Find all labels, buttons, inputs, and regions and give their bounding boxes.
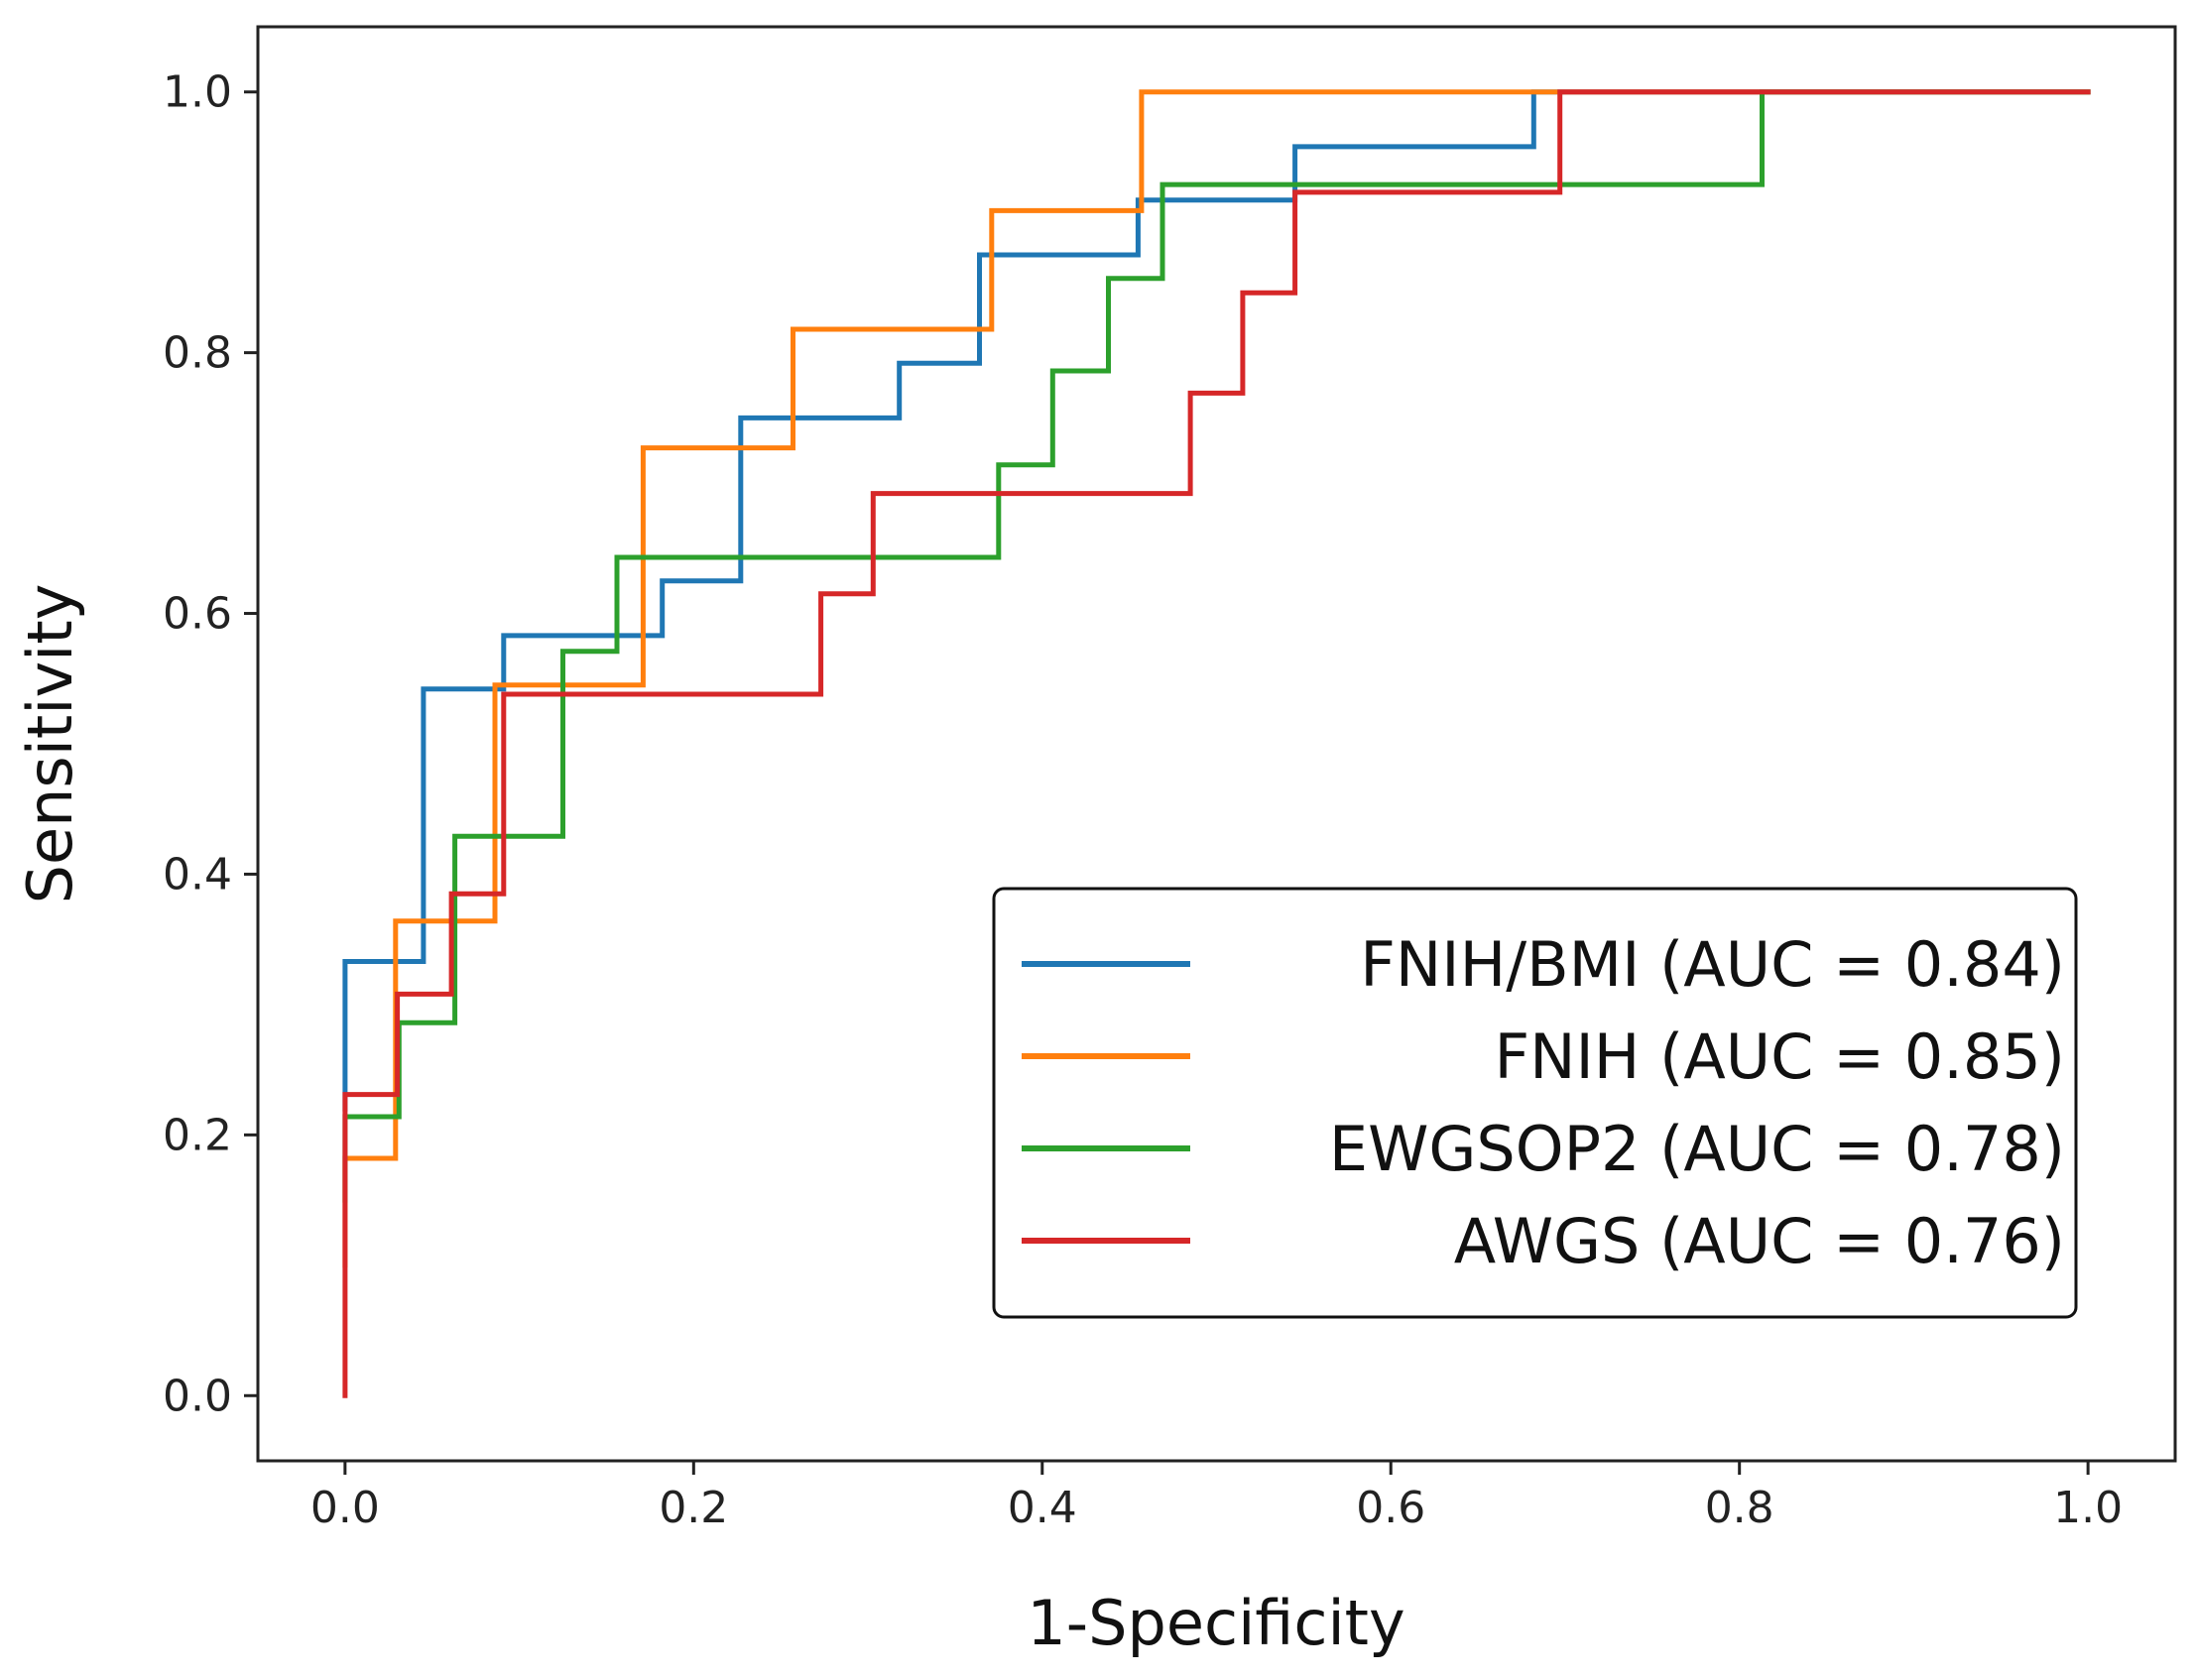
legend-label-3: AWGS (AUC = 0.76) — [1454, 1205, 2065, 1277]
series-line-2 — [342, 89, 2091, 1203]
x-tick-label: 0.2 — [659, 1483, 728, 1533]
y-tick-label: 0.2 — [163, 1110, 232, 1160]
legend-label-0: FNIH/BMI (AUC = 0.84) — [1360, 928, 2065, 1001]
plot-frame — [256, 25, 2177, 1463]
legend-label-1: FNIH (AUC = 0.85) — [1494, 1020, 2065, 1093]
y-tick-label: 0.0 — [163, 1371, 232, 1421]
series-line-3 — [342, 89, 2091, 1398]
y-axis-ticks: 0.0 0.2 0.4 0.6 0.8 1.0 — [163, 67, 258, 1421]
legend-entries: FNIH/BMI (AUC = 0.84) FNIH (AUC = 0.85) EW… — [1022, 928, 2065, 1277]
y-tick-label: 1.0 — [163, 67, 232, 118]
legend: FNIH/BMI (AUC = 0.84) FNIH (AUC = 0.85) EW… — [992, 887, 2078, 1319]
y-axis-label: Sensitivity — [14, 584, 86, 904]
x-axis-label: 1-Specificity — [1027, 1587, 1404, 1659]
x-tick-label: 0.8 — [1705, 1483, 1774, 1533]
legend-box — [992, 887, 2078, 1319]
y-tick-label: 0.8 — [163, 328, 232, 379]
x-axis-ticks: 0.0 0.2 0.4 0.6 0.8 1.0 — [310, 1461, 2123, 1533]
x-tick-label: 0.0 — [310, 1483, 380, 1533]
x-tick-label: 1.0 — [2053, 1483, 2123, 1533]
y-tick-label: 0.6 — [163, 589, 232, 640]
series-layer — [342, 89, 2091, 1398]
x-tick-label: 0.6 — [1356, 1483, 1425, 1533]
x-tick-label: 0.4 — [1008, 1483, 1077, 1533]
legend-label-2: EWGSOP2 (AUC = 0.78) — [1329, 1113, 2065, 1185]
y-tick-label: 0.4 — [163, 849, 232, 900]
series-line-0 — [342, 89, 2091, 1112]
